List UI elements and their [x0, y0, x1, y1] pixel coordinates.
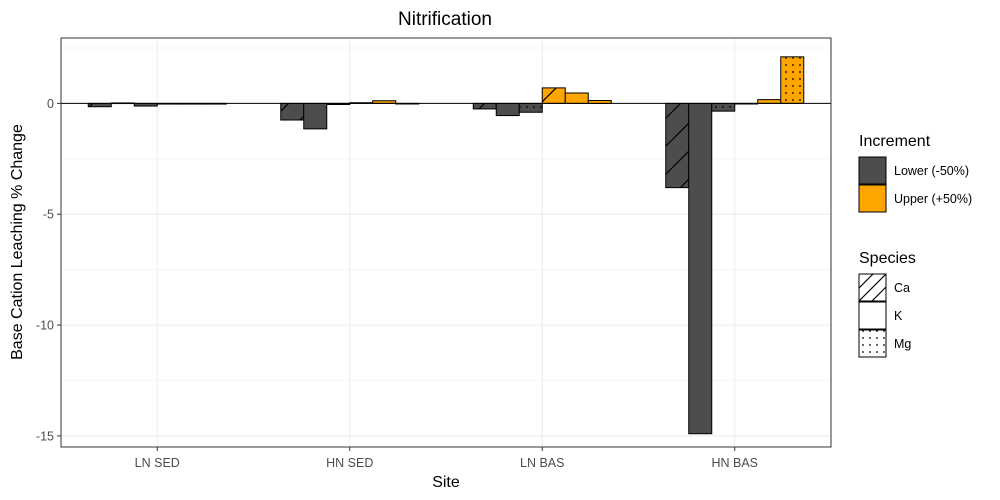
chart-title: Nitrification: [398, 9, 492, 30]
y-tick-label: -15: [36, 429, 54, 443]
legend-key-mg: [858, 329, 887, 358]
x-tick-label: LN SED: [135, 456, 180, 470]
legend-key-k: [858, 301, 887, 330]
legend-label-upper: Upper (+50%): [894, 192, 972, 206]
x-axis: LN SED HN SED LN BAS HN BAS: [135, 447, 758, 470]
x-axis-title: Site: [432, 474, 460, 491]
y-axis: 0 -5 -10 -15: [36, 97, 61, 443]
x-tick-label: HN BAS: [711, 456, 758, 470]
bar-pattern-overlay: [780, 56, 804, 104]
bar-pattern-overlay: [326, 103, 350, 105]
bar-ln-bas-k-upper: [564, 92, 589, 104]
bar-pattern-overlay: [665, 103, 689, 188]
legend-key-lower: [858, 156, 887, 185]
legend-label-k: K: [894, 309, 903, 323]
y-tick-label: 0: [47, 97, 54, 111]
bar-pattern-overlay: [519, 103, 543, 113]
bar-hn-bas-k-upper: [757, 99, 782, 104]
legend-key-upper: [858, 184, 887, 213]
bar-hn-sed-k-lower: [303, 102, 328, 130]
legend-label-mg: Mg: [894, 337, 911, 351]
bar-hn-bas-k-lower: [688, 102, 713, 435]
increment-legend-title: Increment: [859, 133, 931, 150]
legend-label-ca: Ca: [894, 281, 910, 295]
bar-pattern-overlay: [473, 103, 497, 109]
species-legend-title: Species: [859, 250, 916, 267]
legend-key-ca-stripe: [871, 286, 887, 302]
bar-ln-bas-k-lower: [495, 102, 520, 117]
legend-label-lower: Lower (-50%): [894, 164, 969, 178]
y-axis-title: Base Cation Leaching % Change: [9, 124, 26, 360]
bar-pattern-overlay: [711, 103, 735, 112]
bar-pattern-overlay: [88, 103, 112, 107]
bar-pattern-overlay: [542, 87, 566, 104]
bar-pattern-overlay: [588, 100, 612, 104]
x-tick-label: LN BAS: [520, 456, 564, 470]
legend: Increment Lower (-50%) Upper (+50%) Spec…: [858, 133, 972, 358]
y-tick-label: -5: [43, 208, 54, 222]
bar-pattern-overlay: [134, 103, 158, 107]
y-tick-label: -10: [36, 319, 54, 333]
panel-border: [60, 37, 832, 448]
x-tick-label: HN SED: [326, 456, 373, 470]
plot-panel: [60, 37, 832, 448]
legend-key-ca-stripe: [858, 273, 874, 289]
bars-group: [87, 56, 805, 435]
bar-pattern-overlay: [280, 103, 304, 121]
legend-key-ca-stripe: [858, 273, 887, 302]
